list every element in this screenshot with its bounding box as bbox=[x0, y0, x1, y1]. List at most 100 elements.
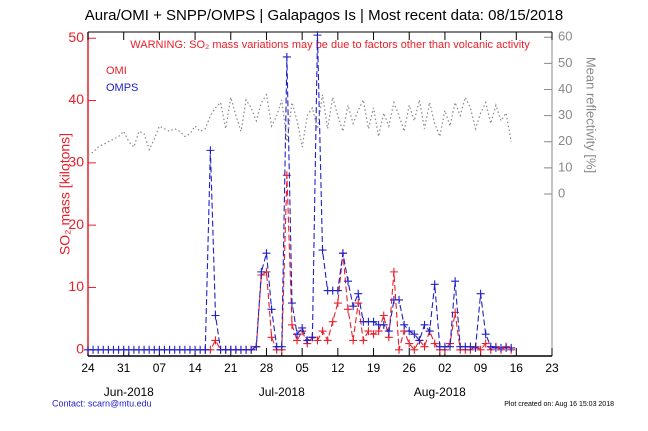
month-label: Aug-2018 bbox=[414, 385, 466, 399]
point-marker bbox=[507, 343, 516, 352]
point-marker bbox=[267, 305, 276, 314]
x-tick-label: 07 bbox=[153, 361, 167, 375]
point-marker bbox=[395, 295, 404, 304]
point-marker bbox=[420, 342, 429, 351]
point-marker bbox=[323, 336, 332, 345]
x-tick-label: 09 bbox=[474, 361, 488, 375]
point-marker bbox=[364, 327, 373, 336]
x-tick-label: 14 bbox=[188, 361, 202, 375]
point-marker bbox=[277, 342, 286, 351]
point-marker bbox=[369, 317, 378, 326]
series-line bbox=[205, 175, 512, 351]
point-marker bbox=[446, 342, 455, 351]
point-marker bbox=[287, 320, 296, 329]
point-marker bbox=[466, 342, 475, 351]
x-tick-label: 31 bbox=[117, 361, 131, 375]
y2-axis-label: Mean reflectivity [%] bbox=[584, 57, 599, 173]
y-tick-label: 10 bbox=[68, 278, 84, 294]
point-marker bbox=[384, 327, 393, 336]
point-marker bbox=[318, 327, 327, 336]
y-axis-label: SO₂ mass [kilotons] bbox=[57, 133, 73, 255]
y2-tick-label: 60 bbox=[558, 29, 572, 44]
y-tick-label: 30 bbox=[68, 154, 84, 170]
footer-contact: Contact: scarn@mtu.edu bbox=[52, 398, 152, 408]
point-marker bbox=[344, 277, 353, 286]
x-tick-label: 16 bbox=[510, 361, 524, 375]
point-marker bbox=[415, 336, 424, 345]
point-marker bbox=[430, 280, 439, 289]
point-marker bbox=[328, 317, 337, 326]
x-tick-label: 02 bbox=[438, 361, 452, 375]
point-marker bbox=[451, 277, 460, 286]
point-marker bbox=[252, 342, 261, 351]
point-marker bbox=[344, 305, 353, 314]
point-marker bbox=[476, 289, 485, 298]
point-marker bbox=[405, 339, 414, 348]
point-marker bbox=[349, 302, 358, 311]
y2-tick-label: 10 bbox=[558, 159, 572, 174]
point-marker bbox=[298, 323, 307, 332]
point-marker bbox=[395, 345, 404, 354]
point-marker bbox=[389, 267, 398, 276]
point-marker bbox=[471, 343, 480, 352]
point-marker bbox=[369, 330, 378, 339]
point-marker bbox=[405, 327, 414, 336]
y2-tick-label: 20 bbox=[558, 133, 572, 148]
point-marker bbox=[379, 311, 388, 320]
point-marker bbox=[318, 246, 327, 255]
point-marker bbox=[349, 336, 358, 345]
point-marker bbox=[338, 249, 347, 258]
reflectivity-line bbox=[87, 93, 512, 156]
footer-created: Plot created on: Aug 16 15:03 2018 bbox=[504, 401, 614, 408]
y-tick-label: 20 bbox=[68, 216, 84, 232]
point-marker bbox=[486, 342, 495, 351]
series-line bbox=[88, 35, 512, 351]
point-marker bbox=[211, 336, 220, 345]
point-marker bbox=[206, 146, 215, 155]
chart-title: Aura/OMI + SNPP/OMPS | Galapagos Is | Mo… bbox=[85, 7, 563, 24]
point-marker bbox=[303, 336, 312, 345]
month-label: Jul-2018 bbox=[259, 385, 305, 399]
point-marker bbox=[313, 336, 322, 345]
point-marker bbox=[333, 286, 342, 295]
warning: WARNING: SO₂ mass variations may be due … bbox=[130, 39, 530, 51]
y2-tick-label: 0 bbox=[558, 185, 565, 200]
point-marker bbox=[354, 289, 363, 298]
y2-tick-label: 30 bbox=[558, 107, 572, 122]
point-marker bbox=[333, 299, 342, 308]
point-marker bbox=[481, 339, 490, 348]
x-tick-label: 23 bbox=[545, 361, 559, 375]
y2-tick-label: 40 bbox=[558, 81, 572, 96]
point-marker bbox=[430, 339, 439, 348]
point-marker bbox=[481, 330, 490, 339]
y-tick-label: 0 bbox=[76, 340, 84, 356]
x-tick-label: 26 bbox=[403, 361, 417, 375]
point-marker bbox=[476, 345, 485, 354]
point-marker bbox=[262, 249, 271, 258]
point-marker bbox=[211, 311, 220, 320]
point-marker bbox=[410, 345, 419, 354]
point-marker bbox=[282, 52, 291, 61]
point-marker bbox=[379, 320, 388, 329]
point-marker bbox=[313, 31, 322, 40]
point-marker bbox=[247, 345, 256, 354]
x-tick-label: 05 bbox=[295, 361, 309, 375]
x-tick-label: 21 bbox=[224, 361, 238, 375]
point-marker bbox=[257, 267, 266, 276]
legend-entry: OMI bbox=[106, 65, 127, 77]
point-marker bbox=[400, 320, 409, 329]
x-tick-label: 12 bbox=[331, 361, 345, 375]
point-marker bbox=[293, 330, 302, 339]
y-tick-label: 40 bbox=[68, 91, 84, 107]
point-marker bbox=[287, 299, 296, 308]
x-tick-label: 19 bbox=[367, 361, 381, 375]
point-marker bbox=[420, 320, 429, 329]
y-tick-label: 50 bbox=[68, 29, 84, 45]
point-marker bbox=[410, 330, 419, 339]
y2-tick-label: 50 bbox=[558, 55, 572, 70]
point-marker bbox=[267, 333, 276, 342]
x-tick-label: 24 bbox=[81, 361, 95, 375]
point-marker bbox=[201, 345, 210, 354]
legend-entry: OMPS bbox=[106, 82, 138, 94]
